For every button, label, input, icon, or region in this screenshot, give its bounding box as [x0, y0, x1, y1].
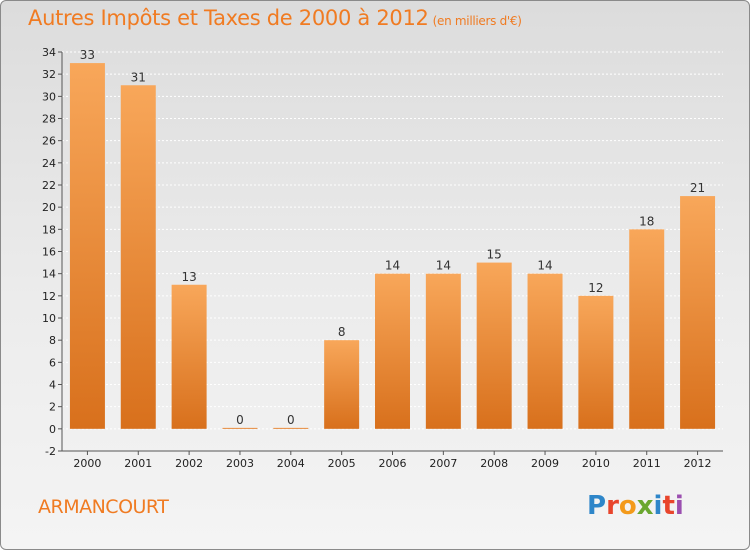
data-label: 21 — [690, 181, 705, 195]
y-tick-label: 24 — [42, 157, 56, 170]
y-tick-label: 4 — [49, 379, 56, 392]
x-tick-label: 2004 — [277, 457, 305, 470]
bar — [171, 284, 207, 429]
x-tick-label: 2001 — [124, 457, 152, 470]
logo-letter: r — [606, 491, 619, 521]
y-tick-label: 20 — [42, 201, 56, 214]
data-label: 15 — [487, 248, 502, 262]
logo-letter: P — [587, 491, 607, 521]
logo-letter: x — [636, 491, 654, 521]
data-label: 14 — [436, 259, 451, 273]
x-tick-label: 2005 — [328, 457, 356, 470]
data-label: 0 — [287, 413, 295, 427]
y-tick-label: 6 — [49, 356, 56, 369]
logo-letter: t — [662, 491, 675, 521]
bar — [476, 262, 512, 429]
data-label: 13 — [181, 270, 196, 284]
y-tick-label: 32 — [42, 68, 56, 81]
x-tick-label: 2002 — [175, 457, 203, 470]
y-tick-label: 8 — [49, 334, 56, 347]
x-tick-label: 2007 — [429, 457, 457, 470]
chart-title-text: Autres Impôts et Taxes de 2000 à 2012 — [28, 6, 429, 30]
bar — [222, 427, 258, 429]
x-tick-label: 2010 — [582, 457, 610, 470]
y-tick-label: 26 — [42, 135, 56, 148]
bar — [578, 295, 614, 429]
y-tick-label: 34 — [42, 46, 56, 59]
proxiti-logo: Proxiti — [587, 491, 684, 521]
data-label: 33 — [80, 48, 95, 62]
bar — [375, 273, 410, 429]
y-tick-label: 22 — [42, 179, 56, 192]
x-tick-label: 2000 — [73, 457, 101, 470]
data-label: 14 — [385, 259, 400, 273]
y-tick-label: 2 — [49, 401, 56, 414]
commune-name: ARMANCOURT — [38, 496, 169, 518]
y-tick-label: 16 — [42, 246, 56, 259]
y-tick-label: 28 — [42, 113, 56, 126]
bar — [425, 273, 461, 429]
y-tick-label: 30 — [42, 90, 56, 103]
data-label: 18 — [639, 214, 654, 228]
data-label: 12 — [588, 281, 603, 295]
y-tick-label: 12 — [42, 290, 56, 303]
y-tick-label: 10 — [42, 312, 56, 325]
bar — [629, 229, 665, 429]
bar — [273, 427, 309, 429]
bar — [527, 273, 563, 429]
data-label: 0 — [236, 413, 244, 427]
data-label: 14 — [537, 259, 552, 273]
logo-letter: i — [674, 491, 684, 521]
data-label: 31 — [131, 70, 146, 84]
y-tick-label: -2 — [45, 445, 56, 458]
x-tick-label: 2006 — [379, 457, 407, 470]
bar — [324, 340, 360, 429]
y-tick-label: 18 — [42, 223, 56, 236]
bar — [69, 63, 105, 429]
chart-subtitle: (en milliers d'€) — [432, 14, 522, 28]
logo-letter: i — [653, 491, 663, 521]
x-tick-label: 2003 — [226, 457, 254, 470]
data-label: 8 — [338, 325, 346, 339]
logo-letter: o — [618, 491, 637, 521]
x-tick-label: 2009 — [531, 457, 559, 470]
x-tick-label: 2012 — [684, 457, 712, 470]
y-tick-label: 14 — [42, 268, 56, 281]
y-tick-label: 0 — [49, 423, 56, 436]
chart-title: Autres Impôts et Taxes de 2000 à 2012 (en… — [28, 6, 522, 30]
bar — [680, 196, 716, 429]
x-tick-label: 2008 — [480, 457, 508, 470]
x-tick-label: 2011 — [633, 457, 661, 470]
bar — [120, 85, 156, 429]
